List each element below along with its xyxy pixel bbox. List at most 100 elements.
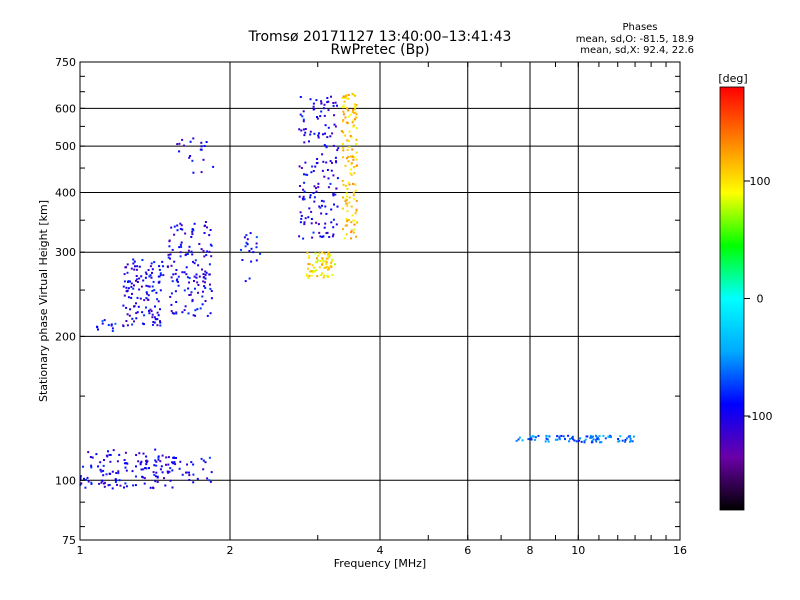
data-point <box>345 95 348 97</box>
data-point <box>310 218 313 220</box>
data-point <box>179 460 182 463</box>
data-point <box>349 113 352 116</box>
data-point <box>315 269 318 272</box>
data-point <box>197 264 200 267</box>
data-point <box>114 481 117 483</box>
data-point <box>192 314 195 317</box>
data-point <box>159 321 162 324</box>
data-point <box>145 306 147 309</box>
data-point <box>327 126 330 129</box>
data-point <box>329 135 332 138</box>
data-point <box>163 477 165 480</box>
data-point <box>321 204 323 207</box>
data-point <box>98 482 101 485</box>
data-point <box>333 123 336 126</box>
data-point <box>181 473 184 476</box>
data-point <box>194 259 197 262</box>
data-point <box>181 228 184 231</box>
data-point <box>595 434 597 437</box>
data-point <box>334 263 336 266</box>
data-point <box>318 132 320 135</box>
data-point <box>625 437 628 440</box>
data-point <box>324 132 326 135</box>
data-point <box>349 135 352 137</box>
data-point <box>202 280 205 283</box>
data-point <box>298 165 301 168</box>
data-point <box>151 285 154 288</box>
data-point <box>322 200 325 203</box>
data-point <box>187 312 190 315</box>
data-point <box>317 186 320 189</box>
data-point <box>332 226 335 229</box>
data-point <box>171 248 174 251</box>
data-point <box>303 173 305 176</box>
data-point <box>175 269 178 271</box>
data-point <box>201 295 204 298</box>
data-point <box>162 274 165 277</box>
data-point <box>143 323 145 326</box>
data-point <box>350 163 353 166</box>
data-point <box>595 436 598 439</box>
data-point <box>152 280 155 283</box>
data-point <box>204 300 207 302</box>
data-point <box>302 195 305 198</box>
data-point <box>152 321 155 323</box>
data-point <box>141 259 144 261</box>
data-point <box>330 95 332 98</box>
data-point <box>143 482 146 485</box>
data-point <box>329 182 332 185</box>
x-tick-label: 4 <box>377 544 384 557</box>
data-point <box>161 471 164 474</box>
data-point <box>209 229 212 231</box>
data-point <box>352 124 355 127</box>
data-point <box>250 247 253 250</box>
data-point <box>188 277 191 280</box>
data-point <box>321 272 324 275</box>
data-point <box>209 312 212 315</box>
data-point <box>154 459 157 462</box>
data-point <box>594 438 597 441</box>
data-point <box>202 290 204 293</box>
data-point <box>108 484 111 486</box>
data-point <box>147 294 150 297</box>
data-point <box>304 128 307 130</box>
data-point <box>346 187 349 190</box>
data-point <box>175 457 177 459</box>
data-point <box>306 251 309 254</box>
data-point <box>170 303 173 306</box>
data-point <box>336 205 339 208</box>
data-point <box>324 222 327 225</box>
data-point <box>162 265 164 268</box>
colorbar-label: [deg] <box>718 72 747 85</box>
data-point <box>325 265 328 268</box>
data-point <box>109 454 112 456</box>
data-point <box>558 437 561 440</box>
data-point <box>342 143 344 145</box>
data-point <box>325 146 328 149</box>
data-point <box>326 101 329 104</box>
data-point <box>590 436 593 439</box>
data-point <box>350 136 353 139</box>
data-point <box>206 250 209 253</box>
data-point <box>125 469 128 472</box>
data-point <box>334 101 337 104</box>
data-point <box>353 111 356 114</box>
data-point <box>325 232 328 235</box>
data-point <box>246 238 249 241</box>
data-point <box>617 438 620 440</box>
data-point <box>583 441 586 444</box>
data-point <box>132 287 135 290</box>
data-point <box>135 465 137 468</box>
data-point <box>334 193 337 196</box>
data-point <box>101 480 104 482</box>
data-point <box>140 468 143 471</box>
data-point <box>110 323 113 326</box>
data-point <box>323 175 326 178</box>
data-point <box>108 453 111 456</box>
data-point <box>202 273 205 276</box>
data-point <box>322 260 325 263</box>
data-point <box>157 456 160 459</box>
data-point <box>194 309 197 312</box>
data-point <box>184 232 187 235</box>
data-point <box>206 226 208 229</box>
